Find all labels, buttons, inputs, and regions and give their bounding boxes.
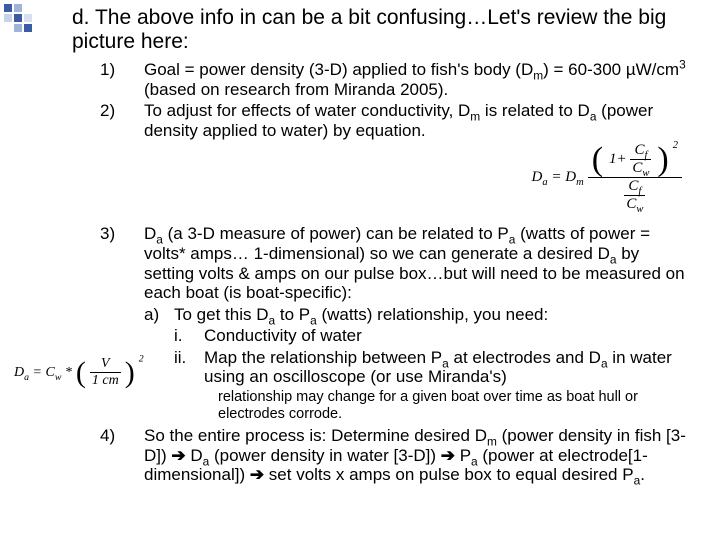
item-1-body: Goal = power density (3-D) applied to fi… — [144, 60, 692, 99]
item-2-number: 2) — [100, 101, 144, 140]
item-3-sublist: a) To get this Da to Pa (watts) relation… — [144, 305, 692, 423]
item-4-number: 4) — [100, 426, 144, 485]
item-4: 4) So the entire process is: Determine d… — [100, 426, 692, 485]
equation-1: Da = Dm ( 1+ Cf — [100, 142, 684, 218]
item-2-body: To adjust for effects of water conductiv… — [144, 101, 692, 140]
item-3-note: relationship may change for a given boat… — [218, 389, 692, 422]
item-1-number: 1) — [100, 60, 144, 99]
item-3: 3) Da (a 3-D measure of power) can be re… — [100, 224, 692, 302]
heading-text: The above info in can be a bit confusing… — [72, 6, 666, 53]
item-3a: a) To get this Da to Pa (watts) relation… — [144, 305, 692, 325]
corner-decoration — [4, 4, 36, 36]
item-3a-i: i. Conductivity of water — [174, 326, 692, 346]
item-3-body: Da (a 3-D measure of power) can be relat… — [144, 224, 692, 302]
slide-content: d. The above info in can be a bit confus… — [72, 6, 692, 487]
item-3-number: 3) — [100, 224, 144, 302]
item-2: 2) To adjust for effects of water conduc… — [100, 101, 692, 140]
item-3a-ii: ii. Map the relationship between Pa at e… — [174, 348, 692, 387]
item-4-body: So the entire process is: Determine desi… — [144, 426, 692, 485]
numbered-list: 1) Goal = power density (3-D) applied to… — [100, 60, 692, 485]
item-1: 1) Goal = power density (3-D) applied to… — [100, 60, 692, 99]
heading: d. The above info in can be a bit confus… — [72, 6, 692, 54]
equation-2: Da = Cw * ( V 1 cm ) 2 — [12, 356, 146, 389]
heading-prefix: d. — [72, 6, 95, 29]
